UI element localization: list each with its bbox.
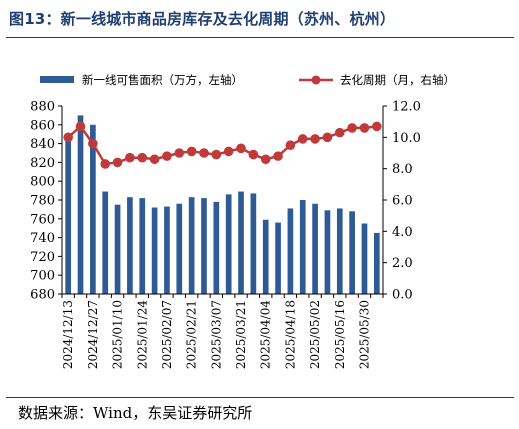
y-right-tick-label: 6.0: [392, 194, 413, 209]
line-point-2025/01/10: [112, 157, 123, 168]
line-point-2025/01/03: [100, 159, 111, 169]
line-point-2025/04/25: [297, 134, 308, 144]
bar-2025/01/24: [139, 198, 146, 294]
line-point-2025/03/21: [236, 143, 246, 154]
line-point-2024/12/20: [75, 121, 86, 132]
y-left-tick-label: 680: [30, 288, 55, 303]
y-right-tick-label: 0.0: [392, 288, 413, 303]
figure-title: 图13：新一线城市商品房库存及去化周期（苏州、杭州）: [9, 10, 396, 28]
x-tick-label: 2025/04/04: [259, 300, 273, 370]
y-left-tick-label: 740: [30, 231, 55, 246]
legend-swatch-bar: [40, 76, 74, 83]
bar-2025/03/14: [225, 194, 232, 294]
line-point-2025/02/21: [186, 146, 197, 157]
legend-label-bar: 新一线可售面积（万方，左轴）: [82, 73, 243, 87]
line-point-2025/03/28: [248, 149, 259, 160]
bar-2025/01/10: [114, 204, 121, 294]
y-right-tick-label: 12.0: [392, 100, 421, 115]
line-point-2025/06/06: [372, 121, 382, 132]
source-note: 数据来源：Wind，东吴证券研究所: [18, 404, 253, 422]
x-tick-label: 2025/03/21: [234, 300, 248, 369]
tick-labels: 680 700 720 740 760 780 800 820 840 860 880 0.0 2.0 4…: [30, 100, 421, 370]
line-point-2025/03/07: [211, 149, 222, 160]
line-point-2025/04/04: [260, 154, 271, 165]
line-point-2025/04/11: [273, 151, 283, 161]
y-right-tick-label: 8.0: [392, 162, 413, 177]
line-point-2024/12/27: [88, 138, 98, 149]
bar-2025/01/31: [151, 207, 158, 294]
bar-2024/12/20: [77, 115, 84, 295]
x-tick-label: 2025/01/24: [135, 300, 149, 370]
legend-marker-line: [311, 75, 321, 85]
line-point-2025/02/14: [174, 148, 185, 158]
bar-2025/04/18: [287, 208, 294, 294]
bar-2025/05/23: [349, 211, 355, 294]
y-right-tick-label: 2.0: [392, 256, 413, 271]
y-left-tick-label: 760: [30, 212, 55, 227]
bar-2024/12/13: [65, 138, 72, 294]
y-right-tick-label: 10.0: [392, 131, 421, 146]
bar-2025/02/14: [176, 203, 183, 294]
x-tick-label: 2025/05/02: [308, 300, 322, 369]
line-point-2025/05/09: [322, 132, 333, 143]
line-point-2025/05/30: [359, 123, 370, 133]
bar-2025/01/17: [127, 197, 133, 294]
x-tick-label: 2025/03/07: [209, 300, 223, 369]
line-point-2025/05/02: [310, 134, 320, 144]
y-left-tick-label: 800: [30, 175, 55, 190]
y-left-tick-label: 820: [30, 156, 55, 171]
bar-2025/05/02: [312, 203, 318, 294]
line-series: [63, 121, 382, 169]
bar-2025/02/07: [164, 206, 170, 294]
legend-label-line: 去化周期（月，右轴）: [340, 73, 455, 87]
title-divider: [6, 37, 514, 38]
x-tick-label: 2024/12/13: [61, 300, 75, 369]
bar-2025/06/06: [373, 232, 380, 294]
line-point-2025/01/24: [137, 152, 148, 163]
bar-2025/01/03: [102, 191, 109, 294]
line-path: [67, 124, 377, 166]
x-tick-label: 2025/01/10: [111, 300, 125, 369]
bar-2025/03/28: [250, 193, 257, 294]
y-left-tick-label: 720: [30, 250, 55, 265]
line-point-2025/04/18: [285, 140, 296, 150]
line-point-2025/01/17: [125, 152, 135, 163]
bar-2025/02/21: [188, 197, 195, 294]
x-tick-label: 2025/02/21: [185, 300, 199, 369]
y-left-tick-label: 840: [30, 137, 55, 152]
bar-2024/12/27: [90, 124, 96, 294]
bar-2025/03/21: [238, 191, 244, 294]
line-point-2025/05/16: [334, 127, 345, 138]
line-point-2025/01/31: [149, 154, 160, 165]
y-right-tick-label: 4.0: [392, 225, 413, 240]
line-point-2025/05/23: [347, 123, 357, 133]
x-tick-label: 2025/04/18: [283, 300, 297, 369]
line-point-2025/02/07: [162, 151, 172, 161]
x-tick-label: 2025/05/30: [357, 300, 371, 369]
legend: 新一线可售面积（万方，左轴） 去化周期（月，右轴）: [40, 73, 455, 87]
bar-2025/05/16: [336, 208, 343, 294]
bar-2025/04/04: [262, 219, 269, 294]
y-left-tick-label: 880: [30, 100, 55, 115]
bar-2025/02/28: [201, 198, 207, 294]
x-tick-label: 2025/02/07: [160, 300, 174, 369]
bar-2025/05/09: [324, 210, 331, 294]
x-tick-label: 2025/05/16: [333, 300, 347, 369]
line-point-2025/02/28: [199, 148, 209, 158]
line-point-2024/12/13: [63, 132, 73, 143]
line-point-2025/03/14: [223, 146, 234, 157]
bar-series: [65, 115, 380, 295]
y-left-tick-label: 700: [30, 269, 55, 284]
bar-2025/04/25: [299, 200, 306, 294]
y-left-tick-label: 780: [30, 194, 55, 209]
bar-2025/05/30: [361, 223, 368, 294]
y-left-tick-label: 860: [30, 118, 55, 133]
bar-2025/04/11: [275, 222, 281, 294]
footer-divider: [6, 397, 514, 398]
bar-2025/03/07: [213, 201, 220, 294]
x-tick-label: 2024/12/27: [86, 300, 100, 369]
